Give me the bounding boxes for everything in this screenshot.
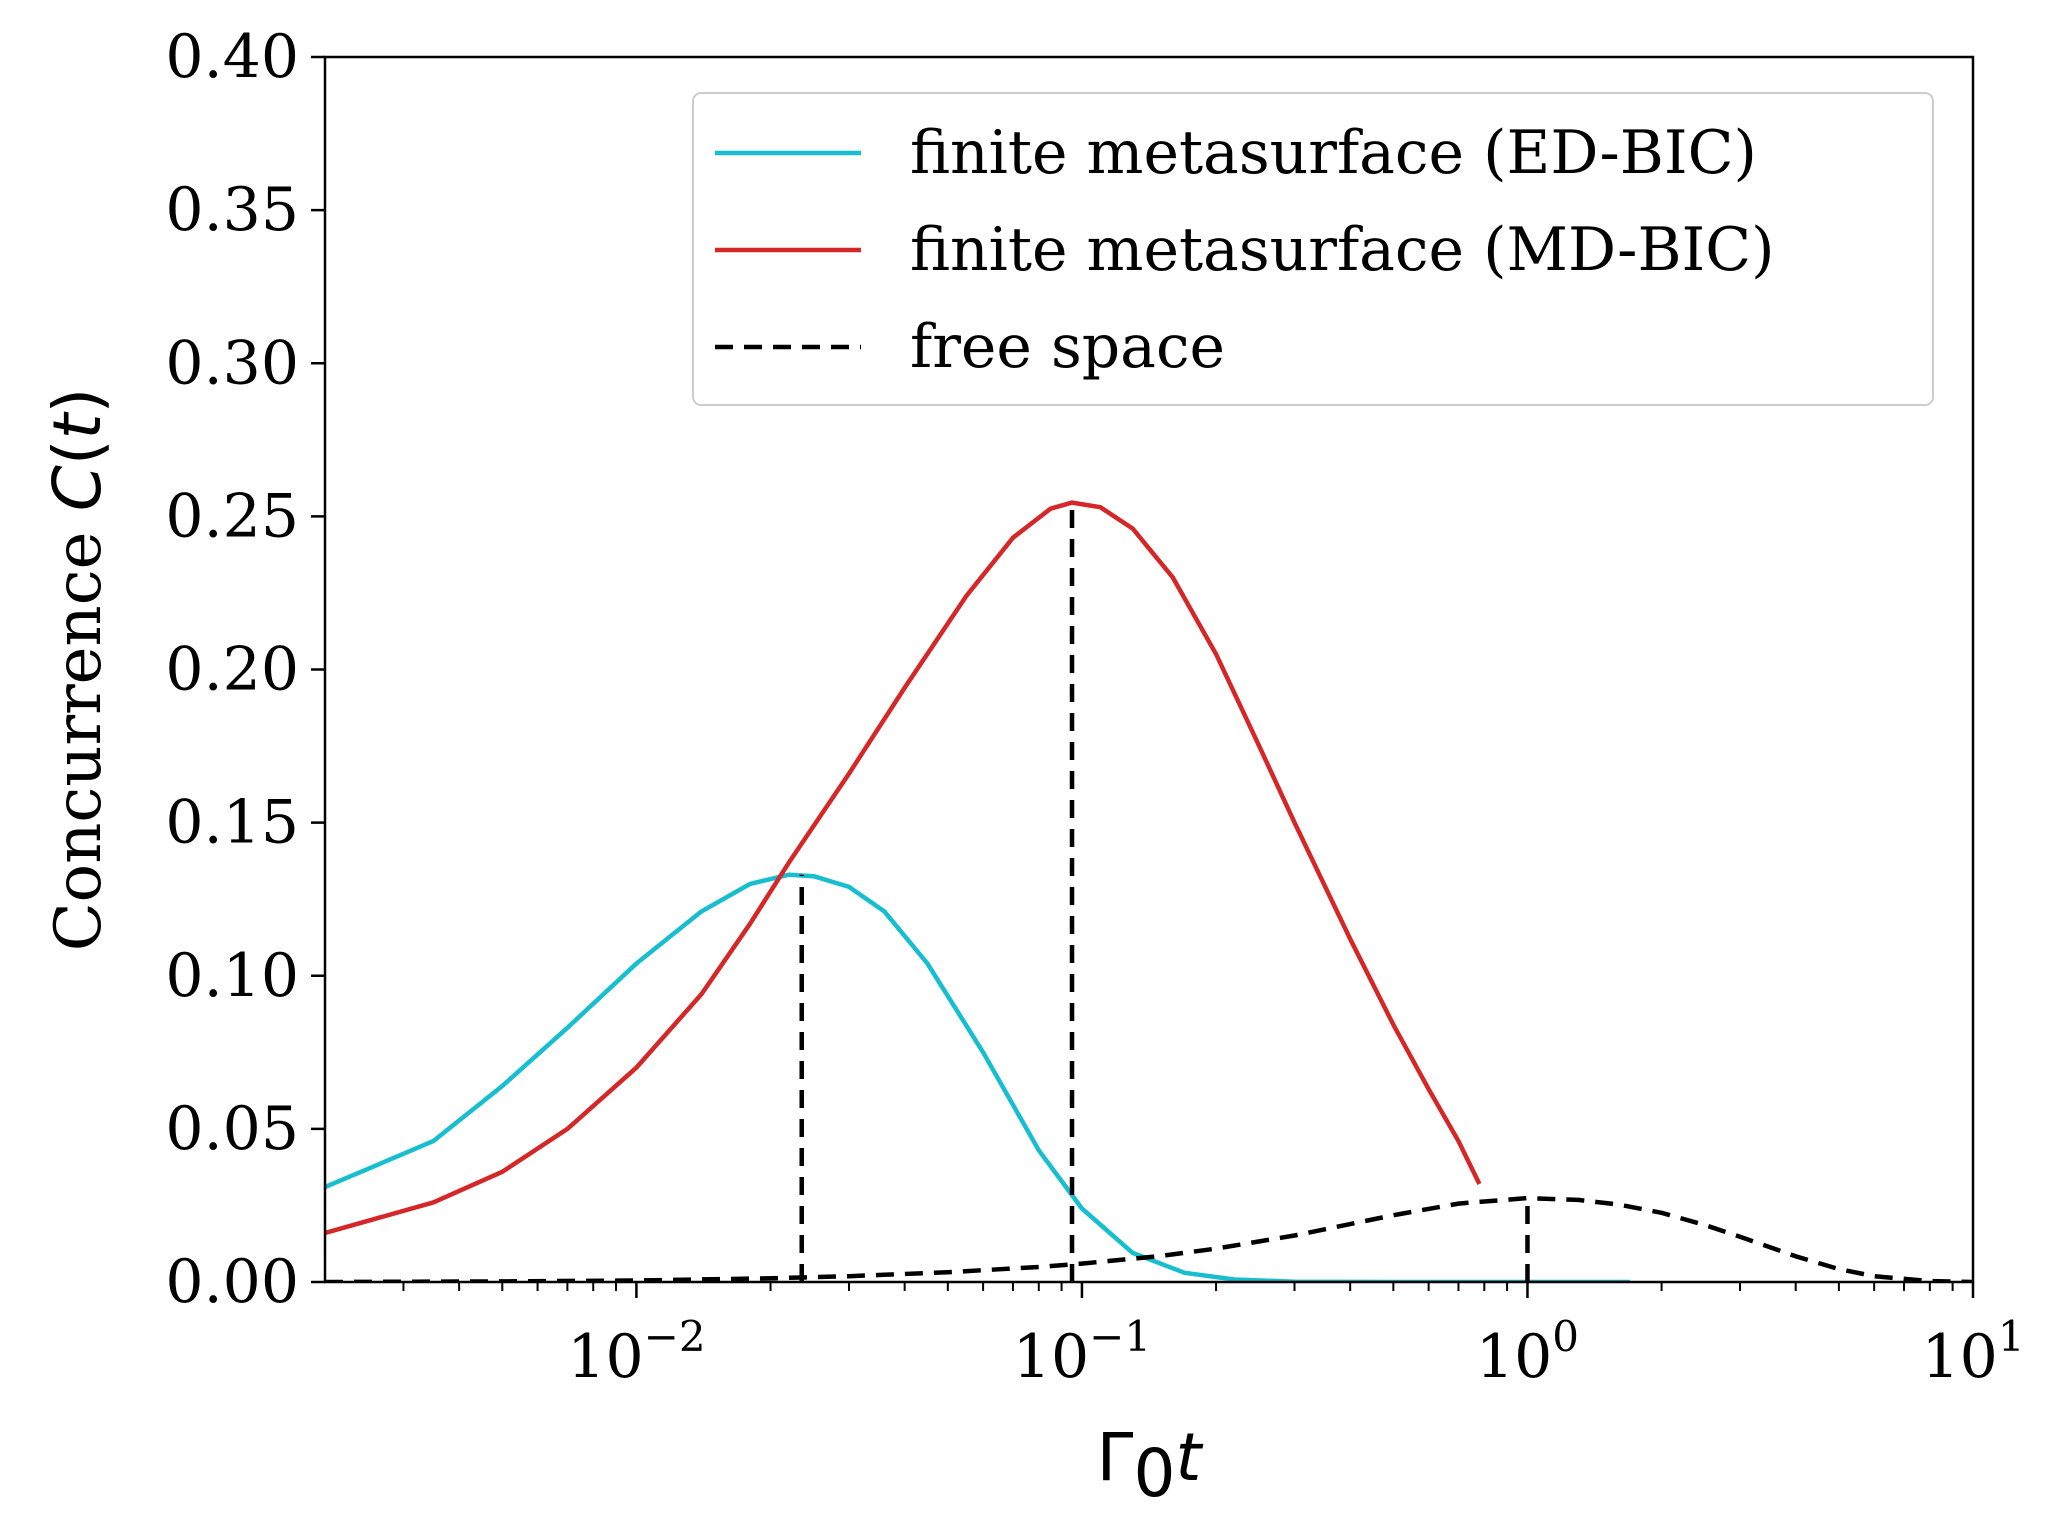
x-tick-base: 10 xyxy=(1476,1322,1552,1392)
x-tick-label: 100 xyxy=(1476,1312,1579,1392)
legend-label-2: free space xyxy=(910,312,1225,382)
x-tick-exponent: −2 xyxy=(644,1312,706,1361)
x-axis-title-var: t xyxy=(1175,1419,1203,1496)
y-tick-label: 0.05 xyxy=(165,1094,299,1164)
plot-content xyxy=(325,500,1973,1282)
x-tick-label: 101 xyxy=(1921,1312,2024,1392)
legend-entries: finite metasurface (ED-BIC) finite metasu… xyxy=(715,118,1775,382)
y-tick-label: 0.40 xyxy=(165,22,299,92)
x-tick-base: 10 xyxy=(1921,1322,1997,1392)
legend-label-1: finite metasurface (MD-BIC) xyxy=(910,215,1775,285)
y-tick-label: 0.35 xyxy=(165,175,299,245)
legend: finite metasurface (ED-BIC) finite metasu… xyxy=(692,92,1934,406)
y-tick-label: 0.20 xyxy=(165,635,299,705)
series-line-1 xyxy=(325,500,1482,1236)
x-tick-exponent: 1 xyxy=(1998,1312,2025,1361)
legend-box xyxy=(692,92,1934,406)
y-axis-title-text: Concurrence xyxy=(42,511,116,951)
y-tick-label: 0.00 xyxy=(165,1247,299,1317)
y-axis-title: Concurrence C(t) xyxy=(39,388,116,952)
series-line-2 xyxy=(325,1195,1973,1282)
y-axis-title-close: ) xyxy=(39,388,116,414)
x-tick-exponent: −1 xyxy=(1089,1312,1151,1361)
y-axis-title-func: C xyxy=(39,465,116,511)
x-tick-exponent: 0 xyxy=(1552,1312,1579,1361)
y-tick-label: 0.10 xyxy=(165,941,299,1011)
x-axis-ticks: 10−2 10−1 100 101 xyxy=(402,1282,2025,1392)
y-axis-title-open: ( xyxy=(39,439,116,465)
legend-label-0: finite metasurface (ED-BIC) xyxy=(910,118,1757,188)
y-axis-title-var: t xyxy=(39,411,116,439)
y-tick-label: 0.15 xyxy=(165,788,299,858)
x-tick-base: 10 xyxy=(1013,1322,1089,1392)
series-line-0 xyxy=(325,872,1631,1282)
x-tick-label: 10−1 xyxy=(1013,1312,1151,1392)
x-axis-title-subscript: 0 xyxy=(1133,1435,1175,1512)
x-tick-base: 10 xyxy=(567,1322,643,1392)
y-tick-label: 0.30 xyxy=(165,328,299,398)
x-axis-title: Γ0t xyxy=(1097,1419,1204,1512)
y-tick-label: 0.25 xyxy=(165,481,299,551)
y-axis-ticks: 0.00 0.05 0.10 0.15 0.20 0.25 0.30 0.35 0.40 xyxy=(165,22,325,1317)
x-tick-label: 10−2 xyxy=(567,1312,705,1392)
x-axis-title-symbol: Γ xyxy=(1097,1419,1134,1496)
